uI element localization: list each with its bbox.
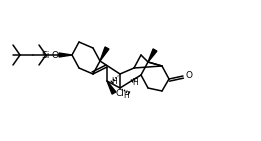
Text: Si: Si — [42, 50, 50, 60]
Text: H: H — [132, 78, 138, 87]
Text: O: O — [51, 50, 58, 60]
Polygon shape — [100, 47, 109, 61]
Polygon shape — [107, 81, 116, 94]
Text: H: H — [111, 77, 117, 86]
Polygon shape — [148, 49, 157, 62]
Polygon shape — [59, 53, 72, 57]
Text: O: O — [185, 71, 192, 81]
Text: H: H — [123, 91, 129, 100]
Text: Cl: Cl — [116, 89, 125, 97]
